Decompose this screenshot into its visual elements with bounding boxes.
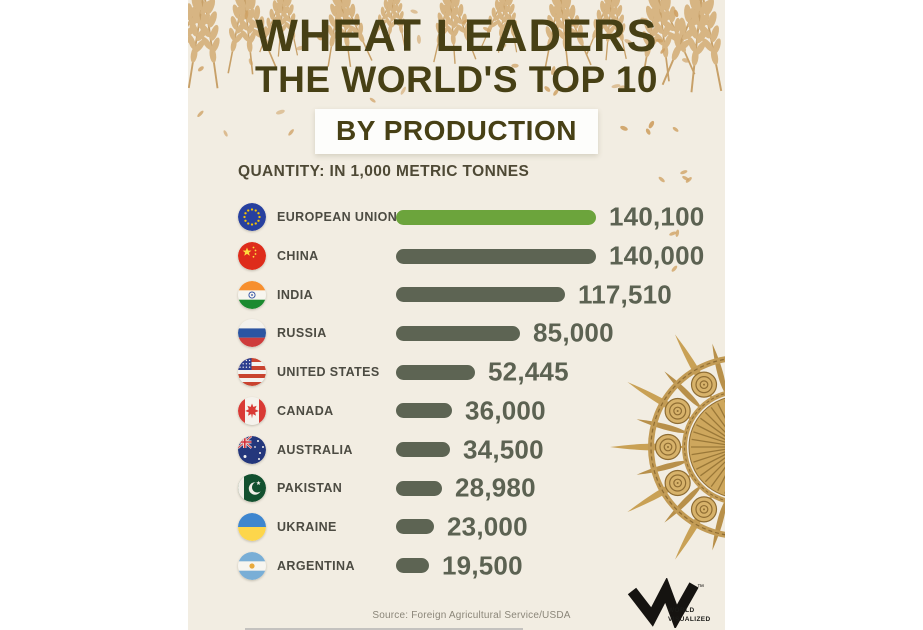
country-label: UKRAINE: [277, 519, 337, 534]
chart-row: RUSSIA 85,000: [188, 314, 725, 353]
value-bar: [396, 442, 450, 458]
ukraine-flag-icon: [238, 512, 266, 541]
country-label: INDIA: [277, 287, 314, 302]
value-label: 85,000: [533, 317, 614, 348]
chart-row: AUSTRALIA 34,500: [188, 430, 725, 469]
country-label: CHINA: [277, 249, 319, 264]
value-bar: [396, 519, 434, 535]
chart-row: UKRAINE 23,000: [188, 508, 725, 547]
badge-label: BY PRODUCTION: [336, 114, 577, 146]
value-bar: [396, 403, 452, 419]
wheat-sun-medallion-icon: [610, 334, 725, 560]
canada-flag-icon: [238, 396, 266, 425]
quantity-unit-note: QUANTITY: IN 1,000 METRIC TONNES: [238, 163, 530, 180]
chart-row: UNITED STATES 52,445: [188, 353, 725, 392]
chart-row: CHINA 140,000: [188, 237, 725, 276]
value-label: 52,445: [488, 356, 569, 387]
chart-row: CANADA 36,000: [188, 392, 725, 431]
chart-row: PAKISTAN 28,980: [188, 469, 725, 508]
by-production-badge: BY PRODUCTION: [315, 108, 598, 154]
value-bar: [396, 364, 475, 380]
value-label: 140,000: [609, 240, 705, 271]
country-label: UNITED STATES: [277, 365, 380, 380]
value-label: 28,980: [455, 472, 536, 503]
bottom-edge-shadow: [245, 628, 523, 630]
usa-flag-icon: [238, 358, 266, 387]
page-title: WHEAT LEADERS: [255, 10, 658, 61]
china-flag-icon: [238, 242, 266, 271]
australia-flag-icon: [238, 435, 266, 464]
india-flag-icon: [238, 280, 266, 309]
pakistan-flag-icon: [238, 474, 266, 503]
chart-row: INDIA 117,510: [188, 275, 725, 314]
trademark-symbol: ™: [697, 584, 704, 591]
country-label: ARGENTINA: [277, 558, 355, 573]
brand-word-2: VISUALIZED: [668, 615, 711, 623]
value-label: 19,500: [442, 550, 523, 581]
value-label: 34,500: [463, 434, 544, 465]
value-bar: [396, 480, 442, 496]
chart-row: EUROPEAN UNION 140,100: [188, 198, 725, 237]
value-label: 140,100: [609, 201, 705, 232]
value-label: 23,000: [447, 511, 528, 542]
value-bar: [396, 558, 429, 574]
value-bar: [396, 287, 565, 303]
page-subtitle: THE WORLD'S TOP 10: [255, 59, 658, 100]
value-label: 117,510: [578, 279, 672, 310]
country-label: EUROPEAN UNION: [277, 210, 398, 225]
brand-wordmark: WORLD VISUALIZED: [668, 607, 711, 625]
value-bar: [396, 209, 596, 225]
header: WHEAT LEADERS THE WORLD'S TOP 10 BY PROD…: [188, 13, 725, 154]
country-label: AUSTRALIA: [277, 442, 353, 457]
bar-chart: EUROPEAN UNION 140,100 CHINA 140,000 INDIA…: [188, 0, 725, 630]
brand-word-1: WORLD: [668, 607, 695, 614]
argentina-flag-icon: [238, 551, 266, 580]
world-visualized-logo-icon: ™: [627, 578, 704, 628]
source-note: Source: Foreign Agricultural Service/USD…: [372, 610, 571, 621]
value-bar: [396, 325, 520, 341]
russia-flag-icon: [238, 319, 266, 348]
value-bar: [396, 248, 596, 264]
country-label: RUSSIA: [277, 326, 327, 341]
country-label: CANADA: [277, 403, 334, 418]
country-label: PAKISTAN: [277, 481, 343, 496]
chart-row: ARGENTINA 19,500: [188, 546, 725, 585]
infographic-panel: WHEAT LEADERS THE WORLD'S TOP 10 BY PROD…: [188, 0, 725, 630]
value-label: 36,000: [465, 395, 546, 426]
eu-flag-icon: [238, 203, 266, 232]
